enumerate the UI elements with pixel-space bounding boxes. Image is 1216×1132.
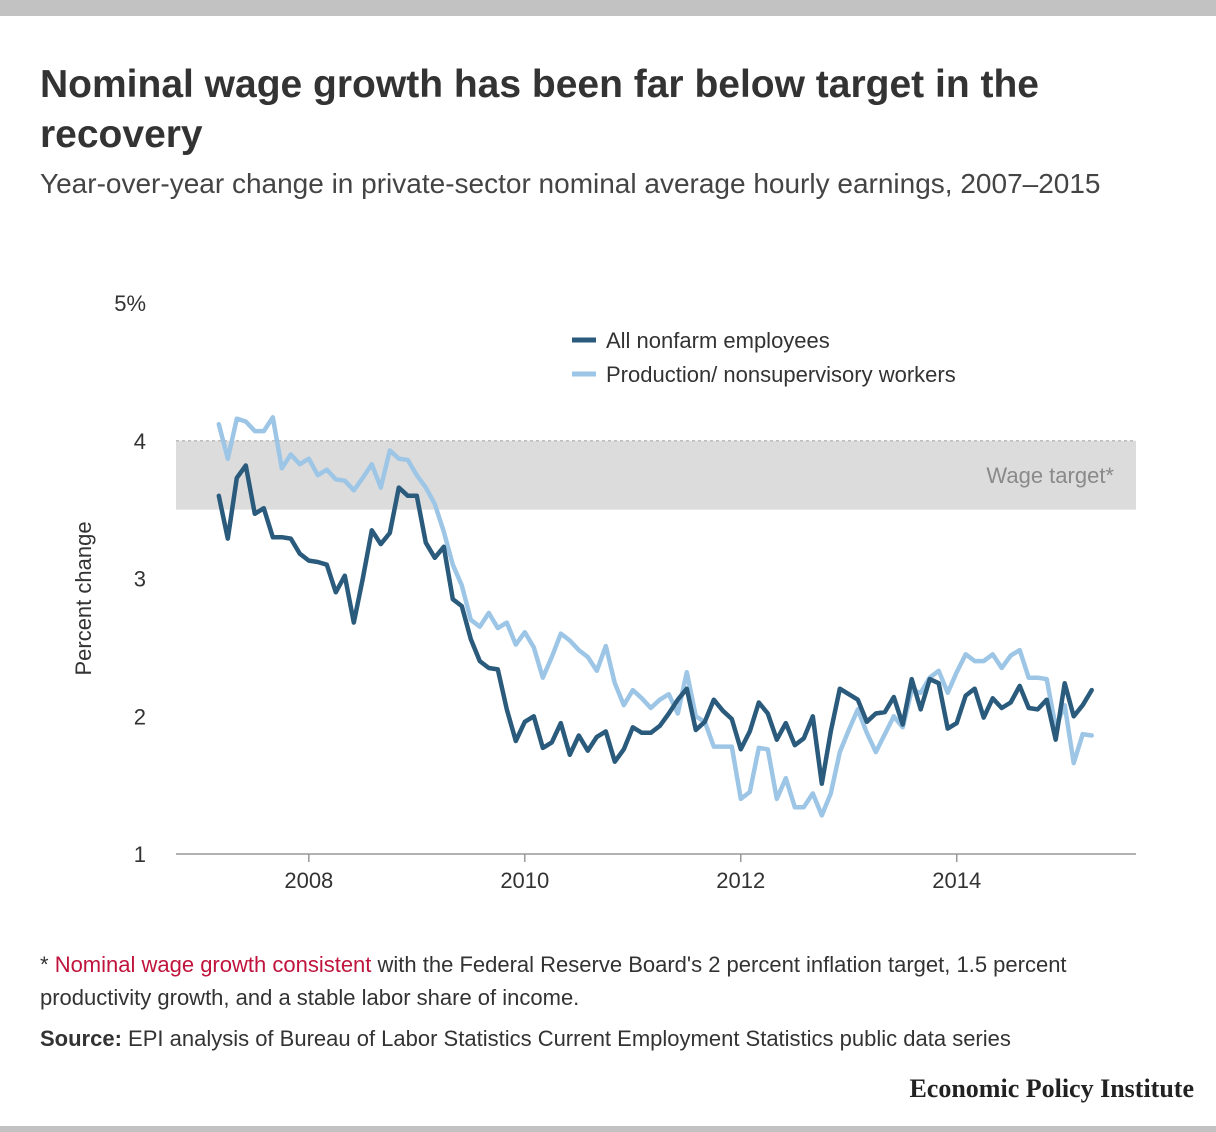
legend: All nonfarm employees Production/ nonsupe…: [572, 328, 956, 387]
x-tick-label: 2008: [284, 868, 333, 893]
bottom-rule: [0, 1126, 1216, 1132]
y-tick-label: 1: [134, 842, 146, 867]
wage-target-band-layer: Wage target*: [176, 440, 1136, 510]
series-layer: [216, 415, 1094, 818]
wage-target-band: [176, 440, 1136, 510]
source-label: Source:: [40, 1026, 122, 1051]
legend-label: All nonfarm employees: [606, 328, 830, 353]
series-line-production: [216, 415, 1094, 818]
source-note: Source: EPI analysis of Bureau of Labor …: [40, 1024, 1190, 1054]
source-text: EPI analysis of Bureau of Labor Statisti…: [121, 1026, 1011, 1051]
y-tick-label: 4: [134, 429, 146, 454]
legend-label: Production/ nonsupervisory workers: [606, 362, 956, 387]
line-chart: Wage target* 2008 2010 2012 2014 1 2 3 4 5% Perce…: [71, 291, 1136, 893]
footnote-marker: *: [40, 952, 55, 977]
wage-target-label: Wage target*: [986, 463, 1114, 488]
top-rule: [0, 0, 1216, 16]
y-tick-label: 2: [134, 704, 146, 729]
x-tick-label: 2010: [500, 868, 549, 893]
chart-title: Nominal wage growth has been far below t…: [40, 63, 1039, 156]
y-axis-label: Percent change: [71, 521, 96, 675]
x-tick-label: 2014: [932, 868, 981, 893]
y-tick-label: 3: [134, 567, 146, 592]
axes: 2008 2010 2012 2014 1 2 3 4 5% Percent change: [71, 291, 1136, 893]
series-line-all-nonfarm: [216, 463, 1094, 786]
brand-logo: Economic Policy Institute: [909, 1074, 1194, 1103]
footnote-text: with the Federal Reserve Board's 2 perce…: [40, 952, 1067, 1010]
x-tick-label: 2012: [716, 868, 765, 893]
footnote-link[interactable]: Nominal wage growth consistent: [54, 952, 372, 977]
footnote: * Nominal wage growth consistent with th…: [40, 948, 1140, 1014]
chart-subtitle: Year-over-year change in private-sector …: [40, 168, 1101, 199]
y-tick-label: 5%: [114, 291, 146, 316]
